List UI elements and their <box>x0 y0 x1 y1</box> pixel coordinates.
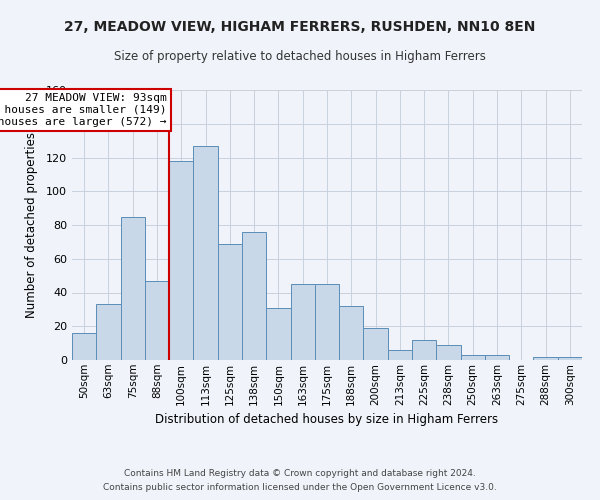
Bar <box>218 244 242 360</box>
Text: Size of property relative to detached houses in Higham Ferrers: Size of property relative to detached ho… <box>114 50 486 63</box>
Y-axis label: Number of detached properties: Number of detached properties <box>25 132 38 318</box>
Text: 27 MEADOW VIEW: 93sqm
← 21% of detached houses are smaller (149)
79% of semi-det: 27 MEADOW VIEW: 93sqm ← 21% of detached … <box>0 94 167 126</box>
Bar <box>242 232 266 360</box>
Bar <box>461 355 485 360</box>
Bar <box>290 284 315 360</box>
Text: Contains public sector information licensed under the Open Government Licence v3: Contains public sector information licen… <box>103 484 497 492</box>
Bar <box>533 356 558 360</box>
Bar <box>485 355 509 360</box>
Text: Contains HM Land Registry data © Crown copyright and database right 2024.: Contains HM Land Registry data © Crown c… <box>124 468 476 477</box>
Bar <box>169 161 193 360</box>
Bar <box>145 280 169 360</box>
Bar <box>412 340 436 360</box>
X-axis label: Distribution of detached houses by size in Higham Ferrers: Distribution of detached houses by size … <box>155 413 499 426</box>
Bar <box>96 304 121 360</box>
Bar <box>315 284 339 360</box>
Bar <box>121 216 145 360</box>
Bar <box>72 333 96 360</box>
Bar <box>388 350 412 360</box>
Bar <box>266 308 290 360</box>
Text: 27, MEADOW VIEW, HIGHAM FERRERS, RUSHDEN, NN10 8EN: 27, MEADOW VIEW, HIGHAM FERRERS, RUSHDEN… <box>64 20 536 34</box>
Bar <box>339 306 364 360</box>
Bar <box>364 328 388 360</box>
Bar <box>436 345 461 360</box>
Bar <box>193 146 218 360</box>
Bar <box>558 356 582 360</box>
